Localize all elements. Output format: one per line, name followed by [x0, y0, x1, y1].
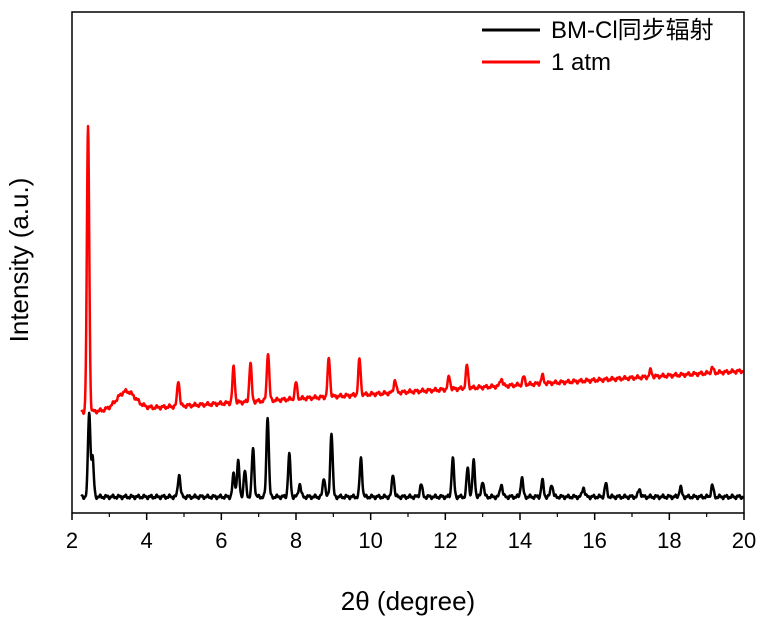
x-tick-label: 18 — [657, 528, 681, 553]
y-axis-title: Intensity (a.u.) — [4, 178, 34, 343]
x-tick-label: 14 — [508, 528, 532, 553]
x-ticks: 2 4 6 8 10 12 14 16 18 20 — [66, 513, 756, 553]
plot-area — [80, 124, 745, 501]
plot-frame — [71, 11, 745, 514]
x-tick-label: 2 — [66, 528, 78, 553]
x-tick-label: 4 — [141, 528, 153, 553]
x-tick-label: 10 — [358, 528, 382, 553]
x-tick-label: 8 — [290, 528, 302, 553]
x-tick-label: 12 — [433, 528, 457, 553]
x-axis-title: 2θ (degree) — [341, 586, 475, 616]
x-tick-label: 16 — [582, 528, 606, 553]
series-line-1atm — [80, 124, 745, 416]
x-tick-label: 6 — [215, 528, 227, 553]
legend: BM-Cl同步辐射 1 atm — [482, 17, 714, 76]
x-tick-label: 20 — [732, 528, 756, 553]
series-line-bm-cl — [80, 411, 745, 501]
legend-label: BM-Cl同步辐射 — [551, 17, 714, 44]
axes — [71, 11, 745, 514]
legend-label: 1 atm — [551, 49, 611, 76]
